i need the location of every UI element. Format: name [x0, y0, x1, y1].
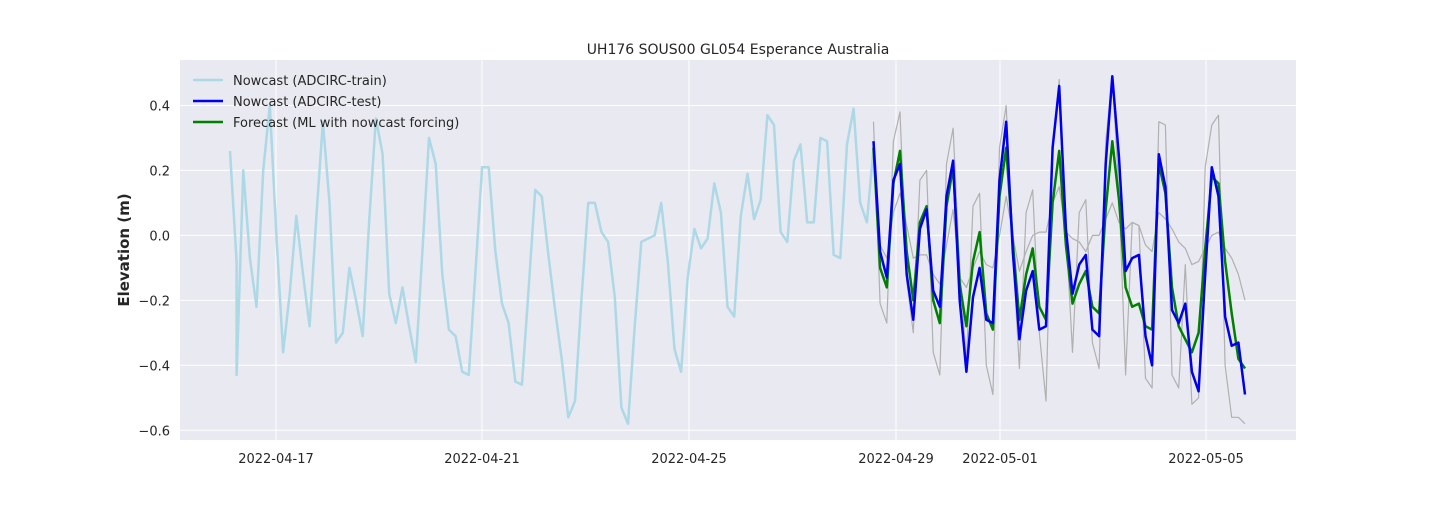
x-tick-label: 2022-04-25 — [651, 452, 727, 467]
x-tick-label: 2022-04-29 — [858, 452, 934, 467]
x-tick-labels: 2022-04-17 2022-04-21 2022-04-25 2022-04-29… — [238, 452, 1244, 467]
legend-item-forecast: Forecast (ML with nowcast forcing) — [233, 116, 459, 131]
legend-item-train: Nowcast (ADCIRC-train) — [233, 74, 387, 89]
x-tick-label: 2022-05-05 — [1168, 452, 1244, 467]
y-tick-label: −0.6 — [138, 424, 170, 439]
y-tick-label: −0.2 — [138, 294, 170, 309]
y-tick-label: 0.2 — [149, 164, 170, 179]
envelope-lower-line — [872, 147, 1246, 301]
y-tick-label: −0.4 — [138, 359, 170, 374]
forecast-series-line — [872, 139, 1247, 370]
x-tick-label: 2022-04-21 — [444, 452, 520, 467]
y-tick-label: 0.4 — [149, 99, 170, 114]
y-axis-label: Elevation (m) — [115, 193, 133, 306]
test-series-line — [872, 74, 1247, 395]
series-layer — [228, 74, 1247, 426]
y-tick-labels: 0.4 0.2 0.0 −0.2 −0.4 −0.6 — [138, 99, 170, 439]
envelope-upper-line — [872, 75, 1246, 425]
train-series-line — [228, 104, 875, 426]
legend-item-test: Nowcast (ADCIRC-test) — [233, 95, 382, 110]
x-tick-label: 2022-04-17 — [238, 452, 314, 467]
chart-title: UH176 SOUS00 GL054 Esperance Australia — [587, 42, 890, 58]
legend: Nowcast (ADCIRC-train) Nowcast (ADCIRC-te… — [193, 74, 459, 131]
y-tick-label: 0.0 — [149, 229, 170, 244]
x-tick-label: 2022-05-01 — [962, 452, 1038, 467]
